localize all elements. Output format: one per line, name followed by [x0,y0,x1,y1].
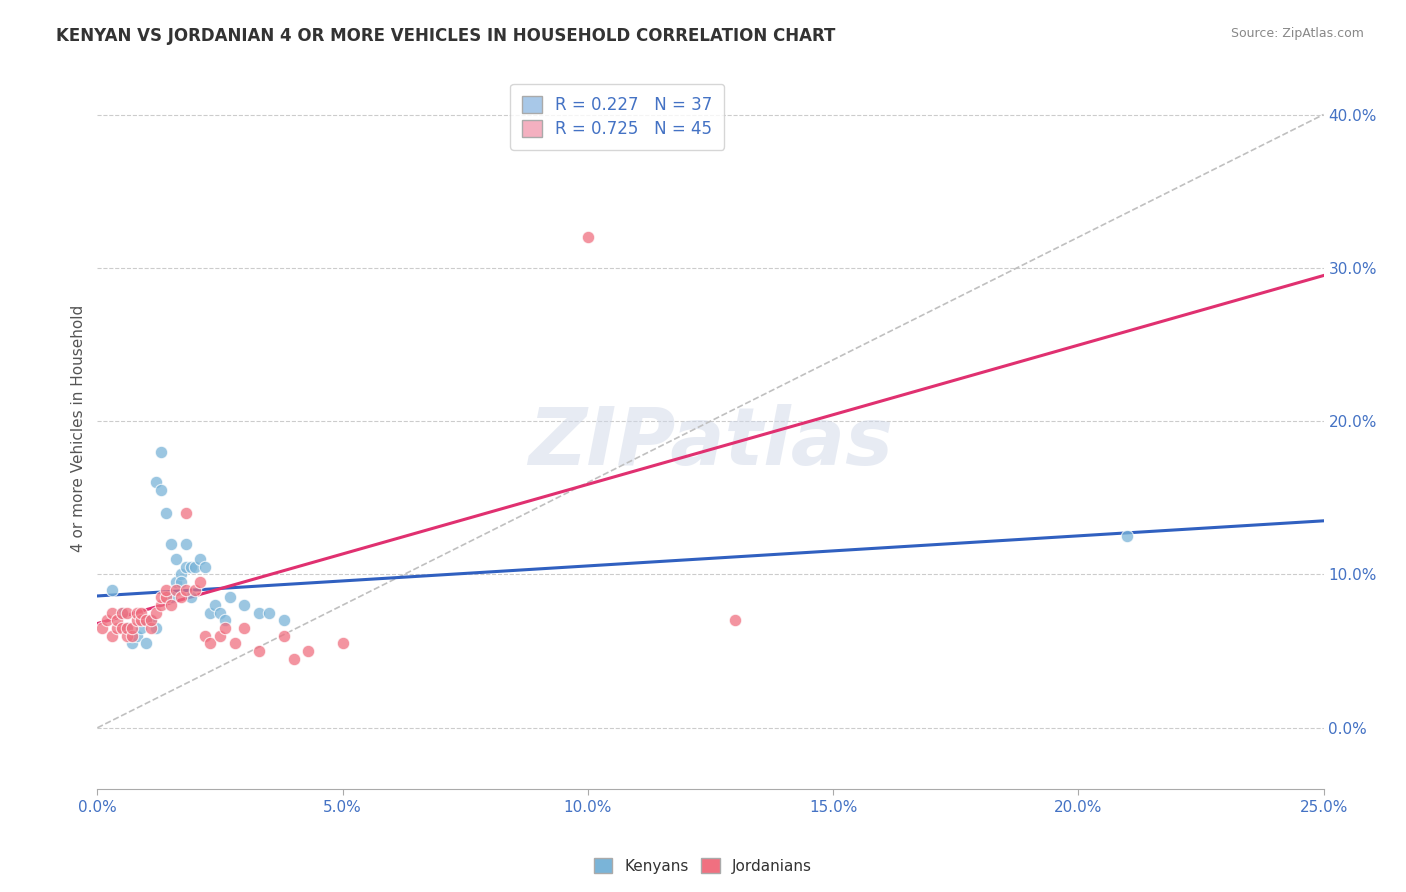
Point [184,582,207,597]
Text: KENYAN VS JORDANIAN 4 OR MORE VEHICLES IN HOUSEHOLD CORRELATION CHART: KENYAN VS JORDANIAN 4 OR MORE VEHICLES I… [56,27,835,45]
Point [218,591,240,605]
Point [121,636,143,650]
Point [188,552,211,566]
Point [247,606,270,620]
Point [91,621,114,635]
Point [125,629,148,643]
Point [194,629,217,643]
Point [283,652,305,666]
Point [247,644,270,658]
Point [105,621,128,635]
Point [170,567,193,582]
Point [111,606,134,620]
Point [101,582,124,597]
Point [115,621,138,635]
Point [115,606,138,620]
Point [135,614,157,628]
Point [273,629,295,643]
Point [165,582,187,597]
Point [208,606,231,620]
Point [150,591,173,605]
Point [165,552,187,566]
Point [111,606,134,620]
Point [150,483,173,498]
Point [165,575,187,590]
Point [233,598,256,612]
Point [160,537,183,551]
Point [111,621,134,635]
Point [160,591,183,605]
Point [297,644,319,658]
Point [121,621,143,635]
Point [105,614,128,628]
Legend: Kenyans, Jordanians: Kenyans, Jordanians [588,852,818,880]
Point [233,621,256,635]
Point [170,575,193,590]
Point [101,606,124,620]
Point [198,636,221,650]
Point [224,636,246,650]
Point [96,614,118,628]
Point [170,591,193,605]
Point [131,614,153,628]
Point [174,559,197,574]
Point [1116,529,1139,543]
Point [174,537,197,551]
Point [125,614,148,628]
Point [160,598,183,612]
Text: Source: ZipAtlas.com: Source: ZipAtlas.com [1230,27,1364,40]
Point [184,559,207,574]
Point [145,621,167,635]
Point [145,475,167,490]
Point [204,598,226,612]
Point [115,629,138,643]
Point [155,582,177,597]
Point [141,614,163,628]
Point [273,614,295,628]
Point [141,614,163,628]
Point [214,614,236,628]
Point [198,606,221,620]
Point [155,506,177,520]
Point [214,621,236,635]
Point [174,582,197,597]
Legend: R = 0.227   N = 37, R = 0.725   N = 45: R = 0.227 N = 37, R = 0.725 N = 45 [510,84,724,150]
Point [150,598,173,612]
Point [208,629,231,643]
Point [125,606,148,620]
Point [188,575,211,590]
Point [141,621,163,635]
Point [115,621,138,635]
Point [131,606,153,620]
Point [257,606,280,620]
Point [174,506,197,520]
Point [180,559,202,574]
Point [194,559,217,574]
Point [135,614,157,628]
Point [576,230,599,244]
Point [121,629,143,643]
Point [135,636,157,650]
Point [131,621,153,635]
Point [150,445,173,459]
Point [145,606,167,620]
Point [180,591,202,605]
Y-axis label: 4 or more Vehicles in Household: 4 or more Vehicles in Household [72,305,86,552]
Text: ZIPatlas: ZIPatlas [529,404,893,483]
Point [155,591,177,605]
Point [724,614,747,628]
Point [101,629,124,643]
Point [332,636,354,650]
